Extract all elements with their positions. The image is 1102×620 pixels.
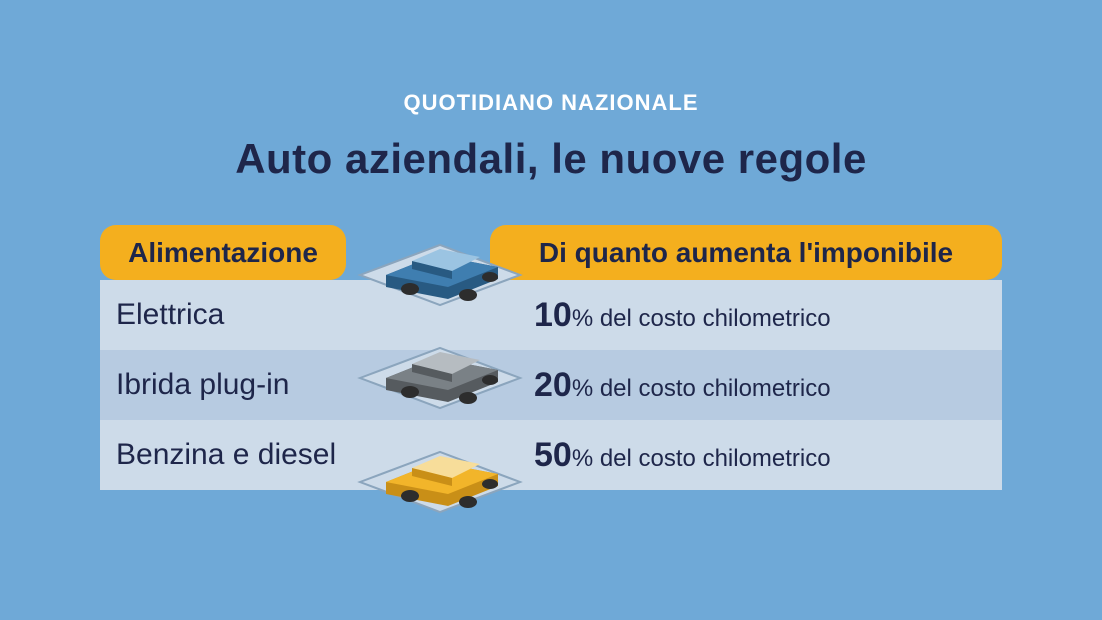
rules-table: Alimentazione Di quanto aumenta l'imponi…	[100, 225, 1002, 490]
cell-fuel: Benzina e diesel	[116, 438, 336, 472]
table-row: Elettrica 10% del costo chilometrico	[100, 280, 1002, 350]
header-fuel: Alimentazione	[100, 225, 346, 280]
cell-pct: 10	[534, 296, 572, 334]
page-title: Auto aziendali, le nuove regole	[0, 135, 1102, 183]
cell-suffix: % del costo chilometrico	[572, 375, 831, 402]
table-header-row: Alimentazione Di quanto aumenta l'imponi…	[100, 225, 1002, 280]
table-row: Ibrida plug-in 20% del costo chilometric…	[100, 350, 1002, 420]
cell-value: 50% del costo chilometrico	[534, 436, 831, 475]
cell-suffix: % del costo chilometrico	[572, 445, 831, 472]
cell-fuel: Elettrica	[116, 298, 224, 332]
cell-pct: 20	[534, 366, 572, 404]
cell-suffix: % del costo chilometrico	[572, 305, 831, 332]
cell-pct: 50	[534, 436, 572, 474]
cell-value: 20% del costo chilometrico	[534, 366, 831, 405]
brand-label: QUOTIDIANO NAZIONALE	[0, 90, 1102, 116]
infographic-canvas: QUOTIDIANO NAZIONALE Auto aziendali, le …	[0, 0, 1102, 620]
table-row: Benzina e diesel 50% del costo chilometr…	[100, 420, 1002, 490]
cell-value: 10% del costo chilometrico	[534, 296, 831, 335]
header-value: Di quanto aumenta l'imponibile	[490, 225, 1002, 280]
cell-fuel: Ibrida plug-in	[116, 368, 289, 402]
